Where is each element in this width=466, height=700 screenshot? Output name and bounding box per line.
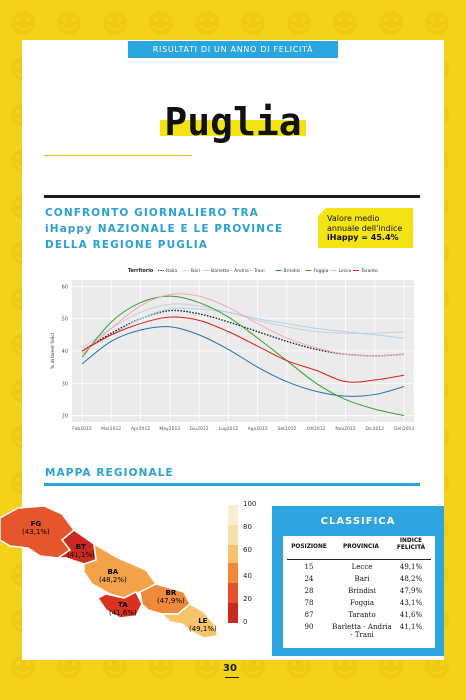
x-tick-label: Feb2012 <box>72 426 92 432</box>
legend-entry: Barletta – Andria – Trani <box>211 268 265 274</box>
column-header: POSIZIONE <box>291 544 327 550</box>
x-tick-label: Nov2012 <box>335 426 355 432</box>
legend-swatch <box>228 505 238 525</box>
table-cell: Foggia <box>349 599 375 607</box>
legend-tick: 20 <box>243 595 252 603</box>
callout-line: iHappy = 45.4% <box>327 233 399 242</box>
series-line <box>81 295 405 417</box>
legend-tick: 80 <box>243 523 252 531</box>
y-tick-label: 30 <box>62 381 68 387</box>
legend-swatch <box>228 545 238 563</box>
legend-swatch <box>228 583 238 603</box>
map-label-le: LE (49,1%) <box>189 617 217 633</box>
y-tick-label: 50 <box>62 317 68 323</box>
table-cell: 41,1% <box>399 623 423 631</box>
header-divider <box>287 559 431 560</box>
map-legend-scale <box>228 505 238 623</box>
legend-entry: Italia <box>166 268 177 274</box>
table-cell: 43,1% <box>399 599 423 607</box>
section-heading-confronto: CONFRONTO GIORNALIERO TRA iHappy NAZIONA… <box>45 205 283 253</box>
regional-map <box>0 500 230 640</box>
ranking-title: CLASSIFICA <box>320 516 396 527</box>
legend-tick: 100 <box>243 500 257 508</box>
series-line <box>81 316 405 383</box>
ranking-panel: CLASSIFICA POSIZIONE PROVINCIA INDICE FE… <box>272 506 444 656</box>
page-number: 30 <box>223 663 237 674</box>
legend-tick: 60 <box>243 546 252 554</box>
page-number-underline <box>225 677 239 678</box>
legend-tick: 0 <box>243 618 248 626</box>
table-cell: 78 <box>304 599 314 607</box>
table-cell: 48,2% <box>399 575 423 583</box>
x-tick-label: Ago2012 <box>248 426 268 432</box>
legend-swatch <box>228 525 238 545</box>
map-label-ta: TA (41,6%) <box>109 601 137 617</box>
x-tick-label: Mar2012 <box>101 426 121 432</box>
x-tick-label: Dic2012 <box>365 426 384 432</box>
x-tick-label: Lug2012 <box>219 426 239 432</box>
legend-swatch <box>228 563 238 583</box>
section-banner: RISULTATI DI UN ANNO DI FELICITÀ <box>128 41 338 58</box>
table-cell: 28 <box>304 587 314 595</box>
heading-line: DELLA REGIONE PUGLIA <box>45 239 208 251</box>
table-cell: 90 <box>304 623 314 631</box>
legend-entry: Foggia <box>314 268 329 274</box>
map-label-bt: BT (41,1%) <box>67 543 95 559</box>
table-cell: 49,1% <box>399 563 423 571</box>
x-tick-label: Gen2013 <box>394 426 415 432</box>
table-cell: Brindisi <box>348 587 376 595</box>
legend-swatch <box>228 603 238 623</box>
ranking-table: POSIZIONE PROVINCIA INDICE FELICITÀ 15 Le… <box>283 536 435 648</box>
legend-title: Territorio <box>128 268 154 274</box>
legend-entry: Brindisi <box>284 268 301 274</box>
map-svg <box>0 505 219 639</box>
section-heading-mappa: MAPPA REGIONALE <box>45 467 174 479</box>
legend-entry: Taranto <box>360 268 378 274</box>
table-cell: 47,9% <box>399 587 423 595</box>
map-label-br: BR (47,9%) <box>157 589 185 605</box>
y-axis-label: % di tweet felici <box>50 333 56 369</box>
x-tick-label: Giu2012 <box>190 426 209 432</box>
x-tick-label: Apr2012 <box>131 426 150 432</box>
heading-line: iHappy NAZIONALE E LE PROVINCE <box>45 223 284 235</box>
title-highlight <box>160 120 306 136</box>
column-header: INDICE FELICITÀ <box>396 538 426 551</box>
x-tick-label: Set2012 <box>277 426 296 432</box>
table-cell: 15 <box>304 563 314 571</box>
callout-line: annuale dell'indice <box>327 223 403 233</box>
legend-entry: Bari <box>191 268 200 274</box>
table-cell: 41,6% <box>399 611 423 619</box>
map-label-ba: BA (48,2%) <box>99 568 127 584</box>
province-le <box>160 603 219 639</box>
y-tick-label: 20 <box>62 414 68 420</box>
column-header: PROVINCIA <box>343 544 379 550</box>
x-tick-label: May2012 <box>159 426 180 432</box>
table-cell: 87 <box>304 611 314 619</box>
chart-svg: 20 30 40 50 60 Feb2012 Mar2012 Apr2012 May2012 Gi… <box>50 268 415 432</box>
table-cell: 24 <box>304 575 314 583</box>
divider-blue <box>44 483 420 486</box>
legend-tick: 40 <box>243 572 252 580</box>
table-cell: Bari <box>354 575 370 583</box>
province-ta <box>96 590 143 619</box>
average-callout: Valore medio annuale dell'indice iHappy … <box>318 208 413 248</box>
series-line <box>81 293 405 357</box>
y-tick-label: 60 <box>62 284 68 290</box>
series-line <box>81 326 405 397</box>
title-underline <box>44 155 192 156</box>
table-cell: Lecce <box>351 563 373 571</box>
y-tick-label: 40 <box>62 349 68 355</box>
heading-line: CONFRONTO GIORNALIERO TRA <box>45 207 259 219</box>
series-line <box>81 303 405 349</box>
callout-line: Valore medio <box>327 214 380 223</box>
x-tick-label: Ott2012 <box>307 426 326 432</box>
page-title: Puglia <box>164 100 302 144</box>
line-chart: 20 30 40 50 60 Feb2012 Mar2012 Apr2012 May2012 Gi… <box>44 262 420 440</box>
map-label-fg: FG (43,1%) <box>22 520 50 536</box>
table-cell: Barletta - Andria - Trani <box>332 623 392 639</box>
table-header: POSIZIONE PROVINCIA INDICE FELICITÀ <box>283 536 435 558</box>
table-cell: Taranto <box>348 611 376 619</box>
divider-black <box>44 195 420 198</box>
legend-entry: Lecce <box>339 268 352 274</box>
